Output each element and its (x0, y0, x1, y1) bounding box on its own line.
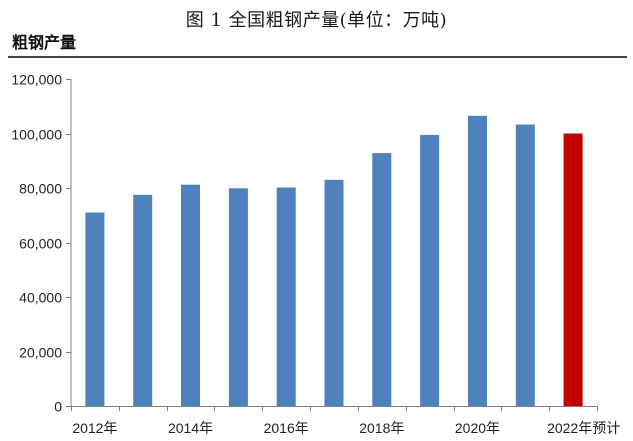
bar-2016年 (276, 187, 296, 406)
bar-2012年 (85, 212, 105, 406)
bar-2020年 (468, 115, 487, 407)
figure-title: 图 1 全国粗钢产量(单位：万吨) (185, 10, 448, 31)
chart-label: 粗钢产量 (12, 33, 77, 52)
bar-2014年 (181, 184, 200, 406)
x-tick-label: 2022年预计 (547, 420, 620, 436)
x-tick-label: 2016年 (264, 420, 309, 436)
bars (85, 115, 583, 407)
y-tick-label: 100,000 (11, 127, 62, 143)
bar-2021年 (515, 124, 535, 406)
bar-2015年 (228, 188, 248, 406)
header-divider (8, 56, 627, 58)
y-tick-label: 40,000 (19, 290, 62, 306)
y-tick-label: 60,000 (19, 236, 62, 252)
y-axis: 0 20,000 40,000 60,000 80,000 100,000 120,000 (11, 72, 72, 415)
x-tick-label: 2014年 (168, 420, 213, 436)
bar-2022年预计 (563, 133, 583, 406)
x-tick-label: 2020年 (455, 420, 500, 436)
x-tick-label: 2018年 (359, 420, 404, 436)
bar-2019年 (420, 134, 440, 406)
y-tick-label: 120,000 (11, 72, 62, 88)
y-tick-label: 20,000 (19, 345, 62, 361)
y-tick-label: 80,000 (19, 181, 62, 197)
bar-2013年 (133, 194, 153, 406)
y-tick-label: 0 (54, 399, 62, 415)
bar-2017年 (324, 179, 344, 406)
x-tick-label: 2012年 (72, 420, 117, 436)
x-axis: 2012年 2014年 2016年 2018年 2020年 2022年预计 (71, 406, 620, 436)
bar-2018年 (372, 153, 392, 406)
